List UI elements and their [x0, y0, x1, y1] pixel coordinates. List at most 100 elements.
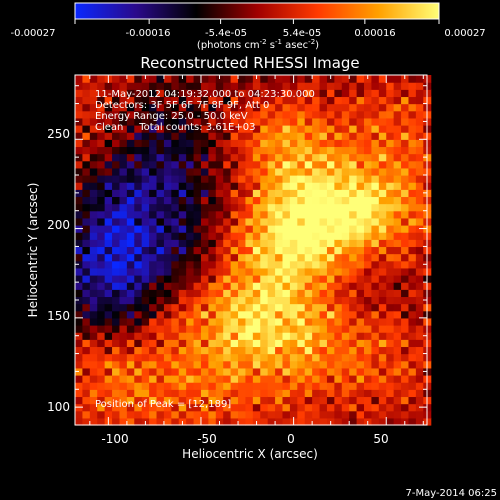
heatmap-cell [304, 117, 313, 126]
heatmap-cell [163, 89, 172, 98]
heatmap-cell [193, 146, 202, 155]
heatmap-cell [97, 217, 106, 226]
heatmap-cell [267, 410, 276, 419]
heatmap-cell [252, 260, 261, 269]
heatmap-cell [252, 367, 261, 376]
heatmap-cell [334, 360, 343, 369]
heatmap-cell [393, 232, 402, 240]
heatmap-cell [297, 210, 306, 219]
heatmap-cell [126, 353, 135, 362]
heatmap-cell [401, 210, 410, 219]
heatmap-cell [238, 196, 247, 205]
heatmap-cell [364, 360, 373, 369]
heatmap-cell [267, 132, 276, 140]
heatmap-cell [393, 96, 402, 105]
heatmap-cell [341, 239, 350, 248]
heatmap-cell [89, 296, 98, 305]
heatmap-cell [171, 239, 180, 248]
colorbar-tick-label: 0.00027 [444, 28, 485, 39]
heatmap-cell [386, 410, 395, 419]
heatmap-cell [215, 125, 224, 133]
heatmap-cell [193, 89, 202, 98]
heatmap-cell [364, 103, 373, 112]
heatmap-cell [378, 239, 387, 248]
heatmap-cell [178, 217, 187, 226]
heatmap-cell [341, 275, 350, 283]
heatmap-cell [289, 325, 298, 333]
heatmap-cell [326, 403, 335, 412]
heatmap-cell [260, 282, 269, 290]
heatmap-cell [282, 267, 291, 276]
heatmap-cell [415, 303, 424, 312]
heatmap-cell [126, 410, 135, 419]
heatmap-cell [104, 403, 113, 412]
heatmap-cell [289, 82, 298, 90]
heatmap-cell [282, 396, 291, 405]
heatmap-cell [260, 75, 269, 83]
heatmap-cell [252, 267, 261, 276]
heatmap-cell [364, 110, 373, 119]
heatmap-cell [149, 275, 158, 283]
heatmap-cell [408, 153, 417, 162]
heatmap-cell [245, 396, 254, 405]
heatmap-cell [260, 110, 269, 119]
heatmap-cell [334, 310, 343, 319]
heatmap-cell [378, 267, 387, 276]
heatmap-cell [82, 367, 91, 376]
heatmap-cell [312, 203, 321, 212]
heatmap-cell [275, 103, 284, 112]
heatmap-cell [349, 203, 358, 212]
heatmap-cell [289, 267, 298, 276]
heatmap-cell [215, 96, 224, 105]
heatmap-cell [334, 289, 343, 298]
heatmap-cell [386, 310, 395, 319]
heatmap-cell [156, 82, 165, 90]
heatmap-cell [275, 389, 284, 398]
heatmap-cell [378, 375, 387, 383]
heatmap-cell [238, 203, 247, 212]
heatmap-cell [75, 167, 84, 176]
heatmap-cell [75, 360, 84, 369]
heatmap-cell [141, 89, 150, 98]
heatmap-cell [282, 117, 291, 126]
heatmap-cell [186, 146, 195, 155]
heatmap-cell [200, 353, 209, 362]
heatmap-cell [97, 417, 106, 426]
heatmap-cell [215, 410, 224, 419]
heatmap-cell [312, 253, 321, 262]
heatmap-cell [275, 339, 284, 348]
heatmap-cell [349, 417, 358, 426]
heatmap-cell [415, 196, 424, 205]
heatmap-cell [378, 417, 387, 426]
heatmap-cell [223, 239, 232, 248]
heatmap-cell [163, 332, 172, 340]
chart-title: Reconstructed RHESSI Image [140, 54, 359, 72]
heatmap-cell [119, 167, 128, 176]
heatmap-cell [386, 417, 395, 426]
heatmap-cell [415, 89, 424, 98]
heatmap-cell [371, 410, 380, 419]
heatmap-cell [171, 353, 180, 362]
heatmap-cell [334, 403, 343, 412]
heatmap-cell [245, 125, 254, 133]
heatmap-cell [178, 232, 187, 240]
heatmap-cell [326, 82, 335, 90]
heatmap-cell [312, 339, 321, 348]
heatmap-cell [260, 403, 269, 412]
heatmap-cell [319, 103, 328, 112]
heatmap-cell [289, 96, 298, 105]
heatmap-cell [178, 96, 187, 105]
heatmap-cell [134, 82, 143, 90]
heatmap-cell [89, 246, 98, 255]
heatmap-cell [393, 203, 402, 212]
heatmap-cell [223, 310, 232, 319]
heatmap-cell [193, 210, 202, 219]
heatmap-cell [193, 346, 202, 355]
heatmap-cell [230, 260, 239, 269]
heatmap-cell [349, 396, 358, 405]
heatmap-cell [134, 389, 143, 398]
heatmap-cell [334, 132, 343, 140]
heatmap-cell [260, 167, 269, 176]
heatmap-cell [297, 232, 306, 240]
heatmap-cell [75, 303, 84, 312]
